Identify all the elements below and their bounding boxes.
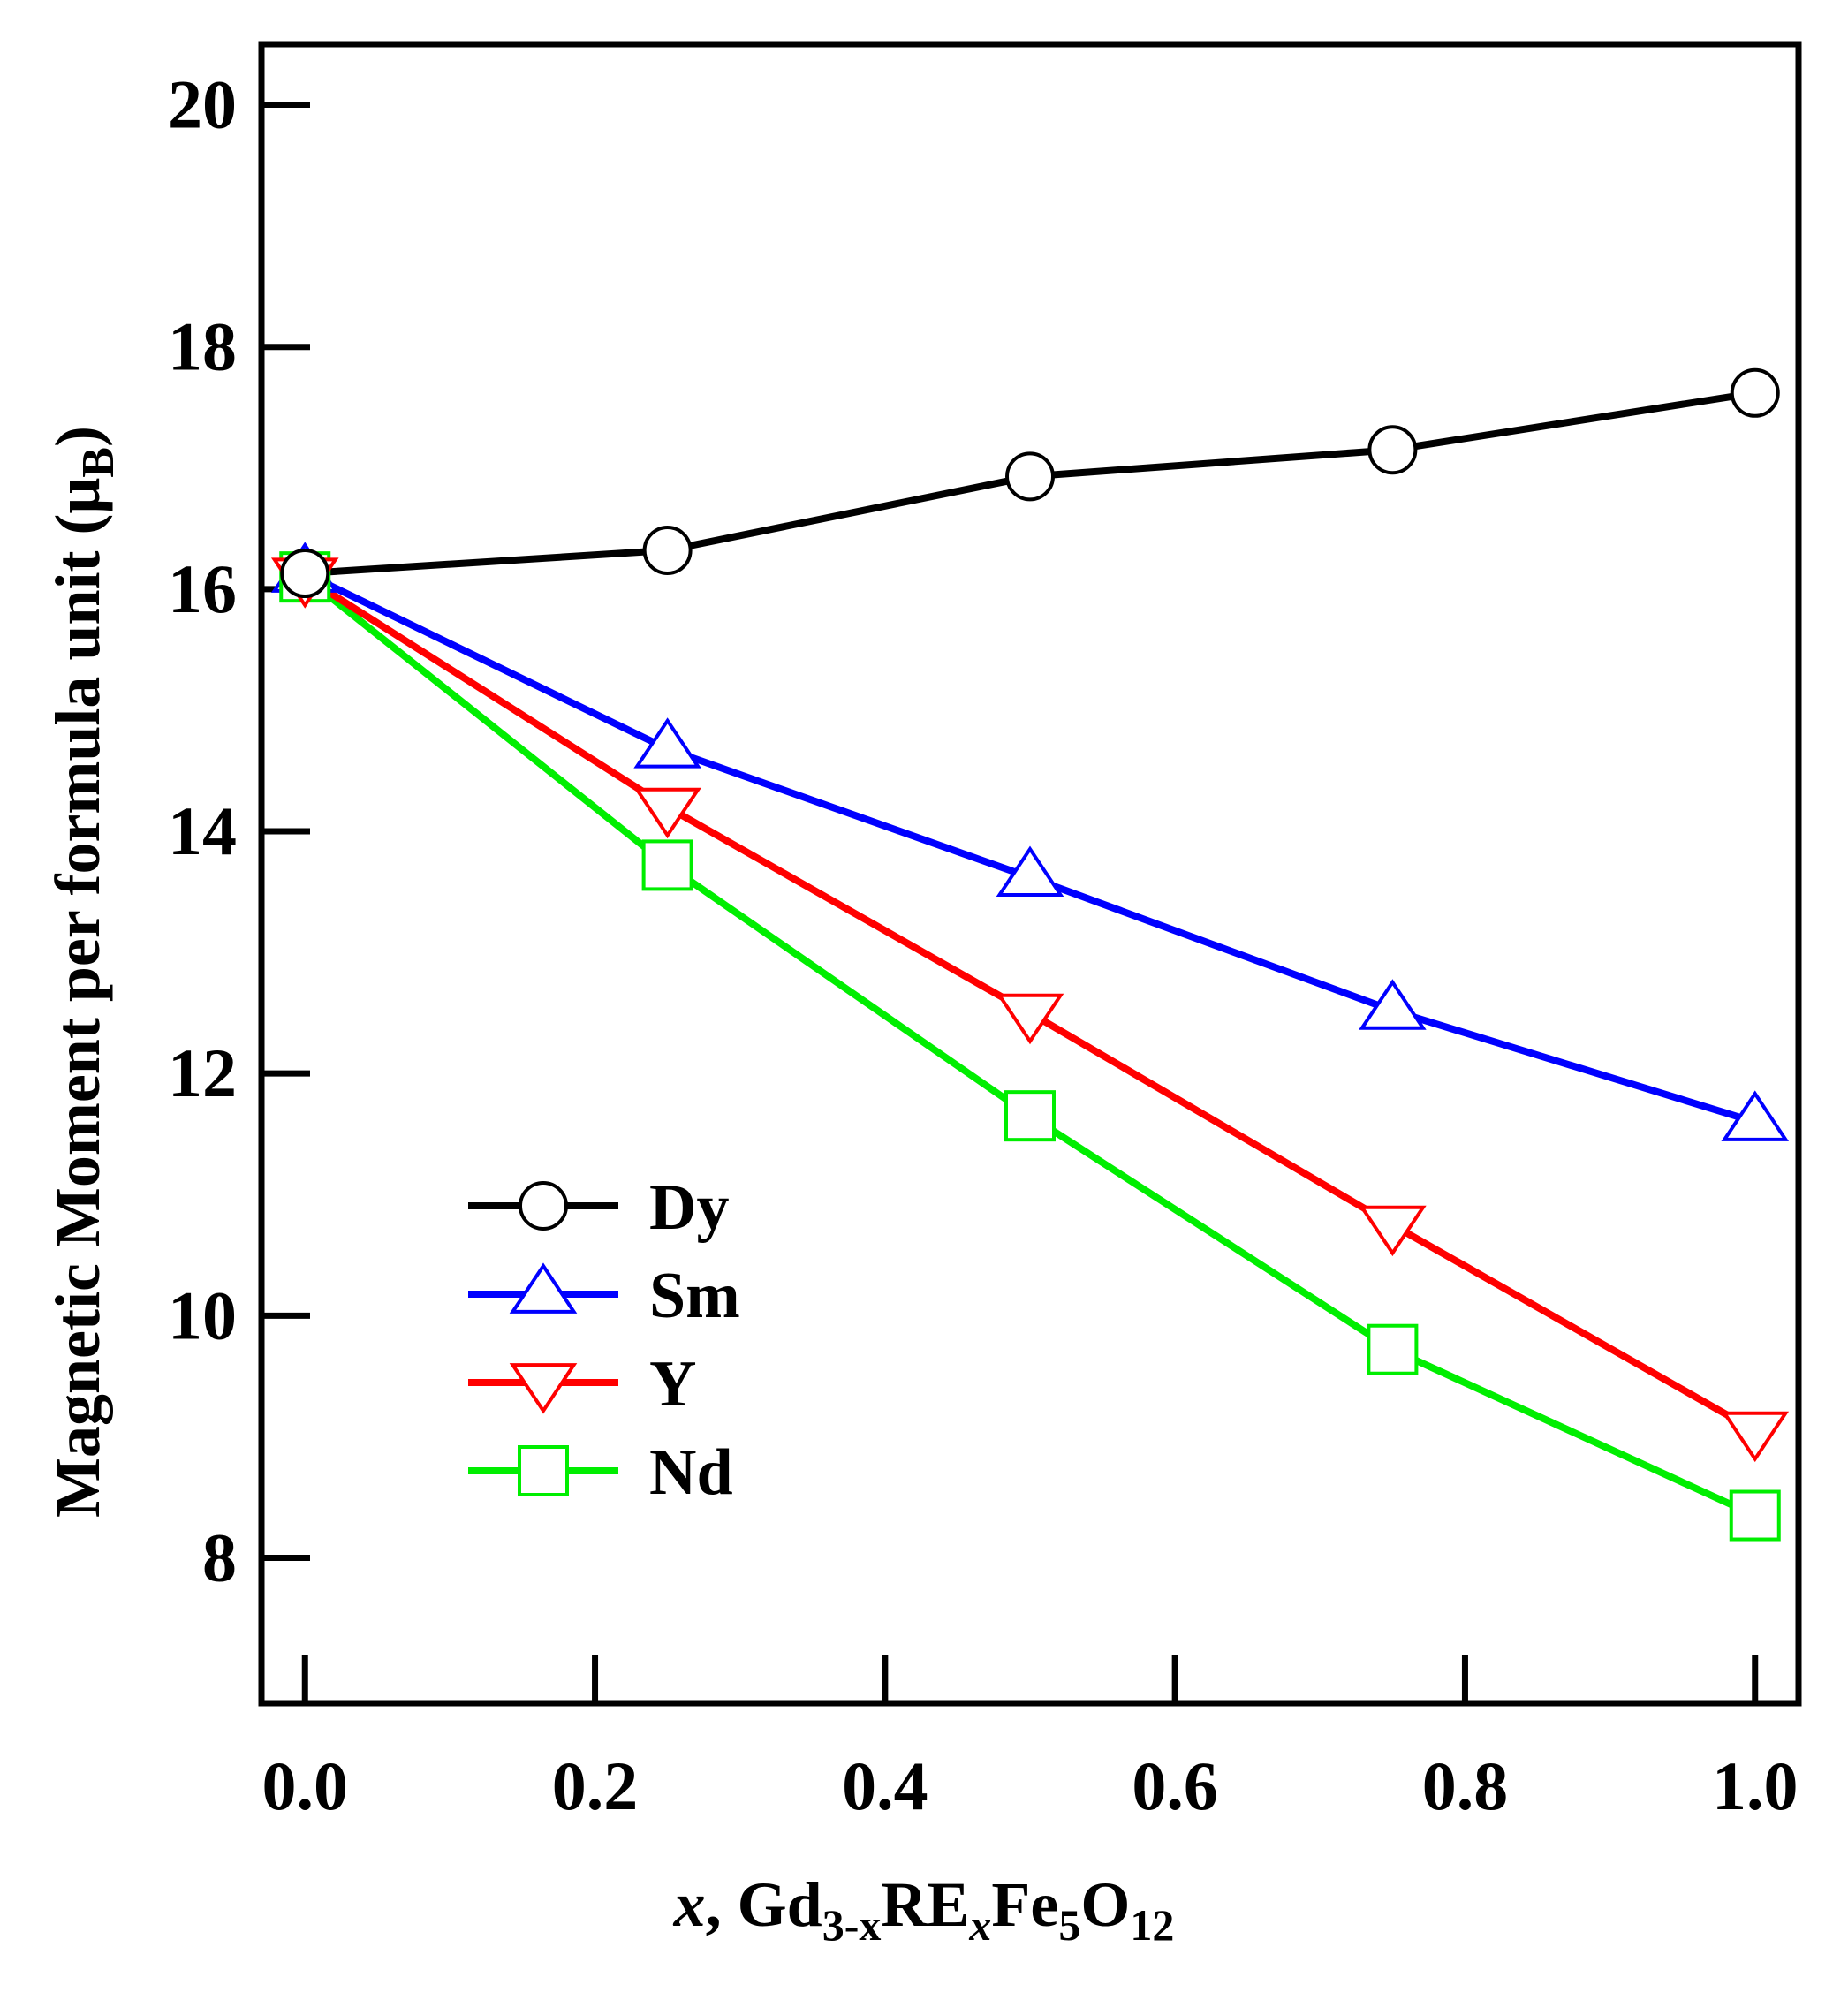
x-tick-label: 0.6 — [1132, 1747, 1218, 1824]
data-point-nd — [1367, 1323, 1419, 1375]
data-point-y — [996, 993, 1064, 1045]
x-tick-label: 0.0 — [261, 1747, 348, 1824]
y-tick-label: 20 — [168, 66, 237, 143]
y-tick-label: 8 — [202, 1519, 237, 1596]
data-point-y — [1359, 1205, 1427, 1257]
legend-label-y: Y — [649, 1348, 696, 1420]
data-point-dy — [642, 525, 693, 575]
markers-group — [270, 367, 1790, 1542]
legend-label-dy: Dy — [649, 1171, 729, 1244]
data-point-y — [1721, 1411, 1790, 1463]
x-tick-label: 0.4 — [842, 1747, 928, 1824]
plot-frame — [258, 41, 1802, 1707]
legend-marker-dy — [519, 1181, 568, 1231]
legend-label-nd: Nd — [649, 1436, 733, 1509]
series-lines-group — [302, 389, 1757, 1519]
ticks-group: 8 10 12 14 16 18 20 0.0 0.2 0.4 0.6 0.8 1.0 — [168, 66, 1799, 1824]
x-tick-label: 1.0 — [1712, 1747, 1799, 1824]
data-point-sm — [1721, 1090, 1790, 1141]
data-point-dy — [1005, 451, 1055, 502]
x-tick-label: 0.8 — [1422, 1747, 1509, 1824]
data-point-sm — [633, 717, 701, 769]
legend-label-sm: Sm — [649, 1260, 740, 1332]
y-tick-label: 16 — [168, 550, 237, 627]
data-point-dy — [1730, 367, 1780, 418]
y-axis-title: Magnetic Moment per formula unit (μB) — [42, 426, 124, 1518]
legend-marker-sm — [509, 1262, 578, 1314]
data-point-dy — [280, 549, 330, 599]
y-tick-label: 12 — [168, 1034, 237, 1111]
y-tick-label: 14 — [168, 792, 237, 869]
y-tick-label: 10 — [168, 1277, 237, 1353]
data-point-sm — [996, 845, 1064, 897]
data-point-nd — [641, 839, 693, 891]
data-point-nd — [1729, 1489, 1781, 1542]
data-point-nd — [1004, 1090, 1056, 1142]
data-point-y — [633, 787, 701, 839]
x-axis-title: x, Gd3-xRExFe5O12 — [673, 1869, 1175, 1950]
legend-marker-y — [509, 1363, 578, 1414]
legend-marker-nd — [518, 1445, 569, 1496]
legend: Dy Sm Y Nd — [468, 1171, 740, 1509]
y-tick-label: 18 — [168, 308, 237, 385]
data-point-sm — [1359, 979, 1427, 1030]
data-point-dy — [1367, 425, 1418, 475]
x-tick-label: 0.2 — [552, 1747, 639, 1824]
